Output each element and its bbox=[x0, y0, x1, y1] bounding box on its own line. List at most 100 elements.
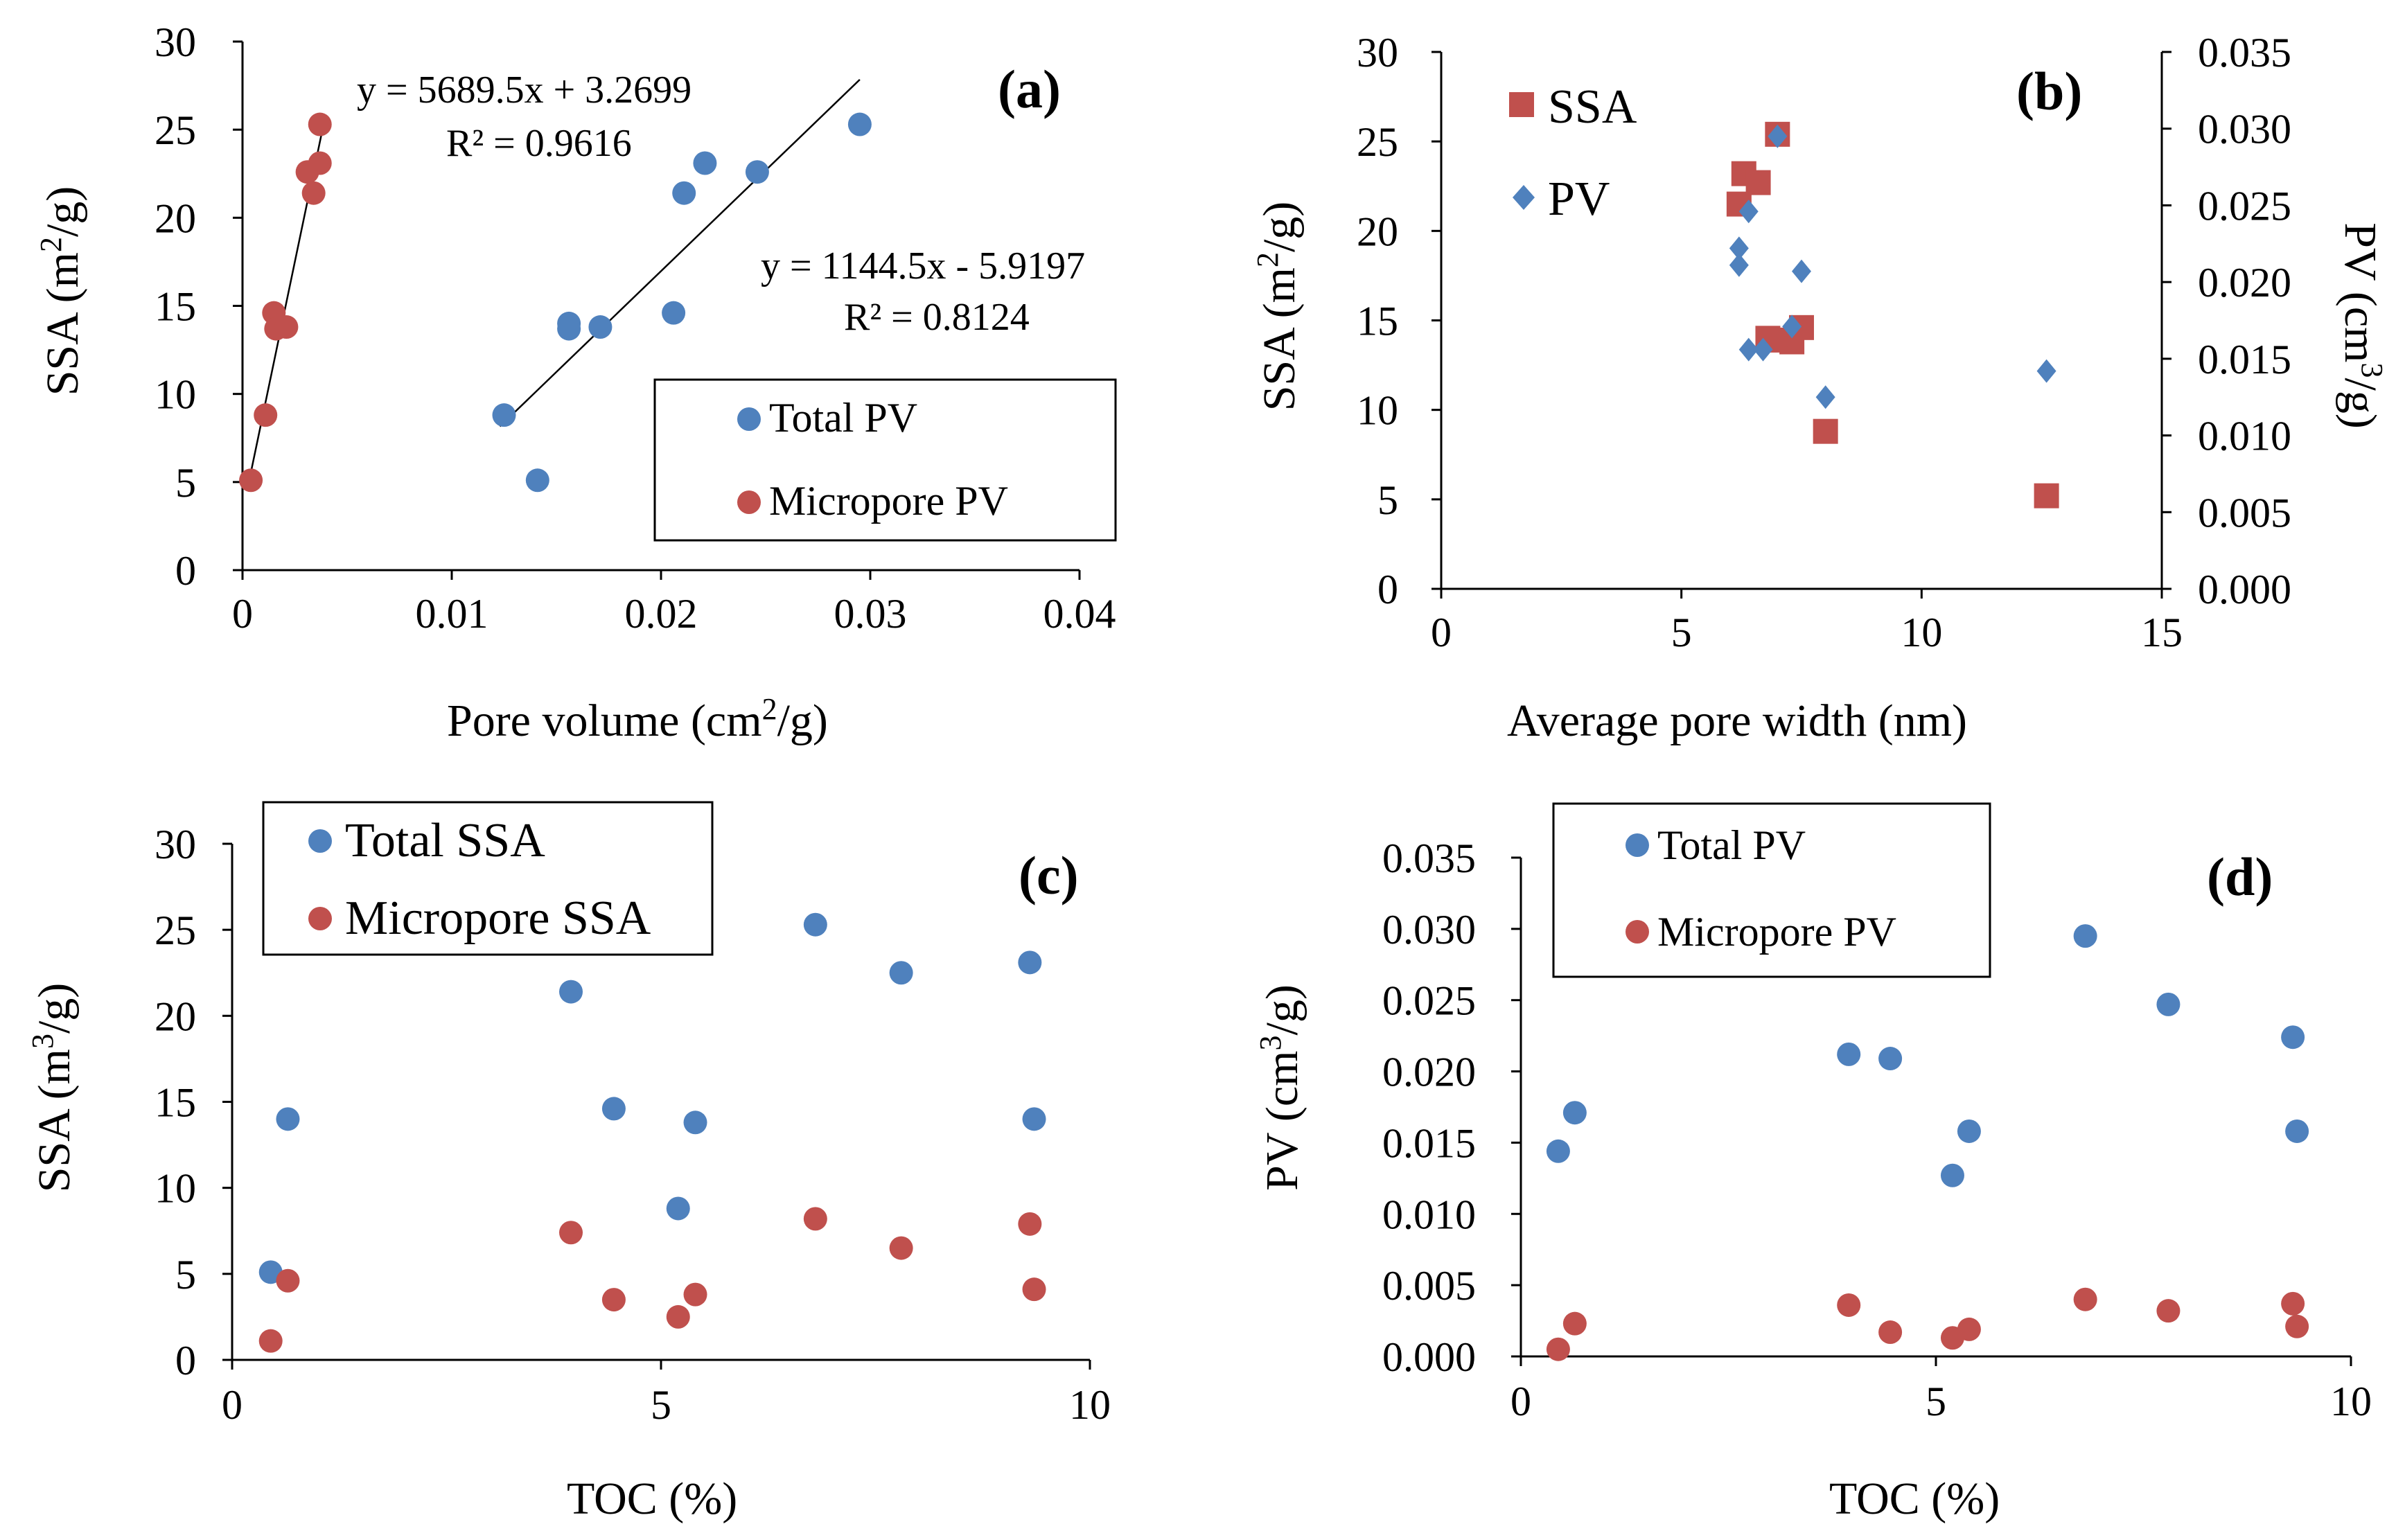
panel-b-y-axis-title-tail: /g) bbox=[1254, 202, 1305, 252]
panel-c-point-total-ssa bbox=[1018, 950, 1042, 975]
panel-c-point-micropore-ssa bbox=[1018, 1212, 1042, 1236]
panel-a-point-micropore-pv bbox=[308, 151, 332, 175]
panel-a-x-tick-label: 0 bbox=[232, 591, 253, 637]
panel-b: 0510152025300.0000.0050.0100.0150.0200.0… bbox=[1251, 30, 2389, 746]
panel-d-y-axis-title-main: PV (cm bbox=[1257, 1051, 1307, 1191]
panel-c-legend-marker-micropore-ssa bbox=[308, 907, 332, 930]
panel-d-legend-label-micropore-pv: Micropore PV bbox=[1657, 909, 1896, 955]
panel-b-y2-axis-title-tail: /g) bbox=[2335, 378, 2386, 428]
panel-c-point-total-ssa bbox=[1022, 1107, 1046, 1131]
panel-c-legend-label-micropore-ssa: Micropore SSA bbox=[345, 892, 651, 945]
panel-b-y2-tick-label: 0.000 bbox=[2198, 567, 2291, 612]
panel-a-y-tick-label: 10 bbox=[155, 372, 196, 418]
panel-c-point-micropore-ssa bbox=[601, 1288, 626, 1312]
panel-d-point-total-pv bbox=[2156, 992, 2181, 1016]
panel-d-point-total-pv bbox=[1546, 1139, 1570, 1163]
panel-b-y2-tick-label: 0.035 bbox=[2198, 30, 2291, 76]
panel-d: 0.000 0.005 0.010 0.015 0.020 0.025 0.030 0.035… bbox=[1253, 802, 2372, 1524]
panel-b-point-pv bbox=[1782, 315, 1802, 339]
panel-d-point-total-pv bbox=[2281, 1025, 2305, 1050]
panel-b-point-pv bbox=[1792, 259, 1811, 283]
panel-b-y-axis-title: SSA (m2/g) bbox=[1251, 202, 1305, 411]
panel-a-point-total-pv bbox=[662, 301, 686, 325]
panel-c-point-micropore-ssa bbox=[666, 1304, 690, 1329]
panel-b-x-tick-label: 0 bbox=[1431, 610, 1452, 655]
panel-b-x-axis-title: Average pore width (nm) bbox=[1507, 696, 1967, 746]
panel-a-x-tick-label: 0.04 bbox=[1043, 591, 1116, 637]
panel-c-y-tick-label: 5 bbox=[175, 1252, 196, 1298]
panel-b-y-axis-title-sup: 2 bbox=[1251, 252, 1285, 267]
panel-c-y-axis-title-sup: 3 bbox=[26, 1034, 60, 1049]
panel-b-y2-axis-title-main: PV (cm bbox=[2335, 222, 2386, 362]
panel-b-point-pv bbox=[1729, 236, 1749, 260]
panel-a-legend-marker-total-pv bbox=[737, 407, 761, 431]
panel-c-y-axis-title: SSA (m3/g) bbox=[26, 983, 80, 1193]
panel-a-y-tick-label: 25 bbox=[155, 107, 196, 153]
panel-d-point-micropore-pv bbox=[2285, 1314, 2309, 1338]
panel-a-point-total-pv bbox=[745, 160, 769, 184]
panel-c-point-total-ssa bbox=[889, 961, 913, 985]
panel-d-point-micropore-pv bbox=[2073, 1287, 2097, 1311]
panel-d-x-axis-title: TOC (%) bbox=[1829, 1473, 2000, 1524]
panel-a-point-total-pv bbox=[693, 151, 717, 175]
panel-c: 0 5 10 15 20 25 30 0 5 10 (c) Total SSA Micropore… bbox=[26, 801, 1111, 1524]
panel-a: 0 5 10 15 20 25 30 0 0.01 0.02 0.03 0.04 (a) y = 56… bbox=[34, 19, 1117, 746]
panel-a-point-total-pv bbox=[525, 468, 549, 493]
panel-d-point-total-pv bbox=[1957, 1119, 1981, 1143]
panel-a-point-total-pv bbox=[847, 112, 872, 136]
panel-a-point-total-pv bbox=[588, 315, 613, 339]
panel-d-y-tick-label: 0.020 bbox=[1382, 1050, 1476, 1095]
panel-b-point-pv bbox=[1768, 124, 1788, 148]
panel-c-point-total-ssa bbox=[276, 1107, 300, 1131]
panel-a-x-axis-title-tail: /g) bbox=[777, 696, 828, 746]
panel-a-plot: 0 5 10 15 20 25 30 0 0.01 0.02 0.03 0.04 bbox=[155, 19, 1116, 637]
panel-b-y-axis-title-main: SSA (m bbox=[1254, 267, 1305, 411]
panel-c-point-total-ssa bbox=[601, 1097, 626, 1121]
panel-a-point-total-pv bbox=[557, 317, 581, 341]
panel-c-y-axis-title-main: SSA (m bbox=[29, 1049, 80, 1192]
panel-d-point-micropore-pv bbox=[1878, 1320, 1903, 1345]
panel-b-y2-tick-label: 0.020 bbox=[2198, 260, 2291, 306]
panel-a-legend-box bbox=[653, 378, 1117, 542]
panel-b-plot: 0 5 10 15 20 25 30 0.000 0.005 0.010 0.015 0.020 0.0… bbox=[1357, 30, 2291, 655]
panel-b-point-pv bbox=[1729, 253, 1749, 277]
panel-d-x-tick-label: 10 bbox=[2330, 1379, 2372, 1424]
panel-d-point-total-pv bbox=[1562, 1101, 1587, 1125]
panel-d-y-tick-label: 0.035 bbox=[1382, 835, 1476, 881]
panel-d-legend-label-total-pv: Total PV bbox=[1657, 822, 1806, 868]
panel-c-point-micropore-ssa bbox=[683, 1282, 707, 1307]
panel-a-point-micropore-pv bbox=[274, 315, 299, 339]
panel-c-point-total-ssa bbox=[683, 1110, 707, 1135]
panel-b-point-pv bbox=[1753, 337, 1773, 362]
panel-a-x-tick-label: 0.03 bbox=[834, 591, 907, 637]
panel-a-x-tick-label: 0.02 bbox=[625, 591, 698, 637]
panel-b-point-ssa bbox=[1813, 418, 1838, 444]
panel-c-x-tick-label: 0 bbox=[222, 1382, 243, 1428]
panel-b-point-ssa bbox=[1745, 170, 1771, 195]
panel-b-y2-tick-label: 0.015 bbox=[2198, 337, 2291, 382]
panel-c-point-micropore-ssa bbox=[276, 1268, 300, 1293]
panel-c-point-micropore-ssa bbox=[258, 1329, 283, 1353]
panel-d-point-total-pv bbox=[2285, 1119, 2309, 1143]
panel-b-y-tick-label: 5 bbox=[1377, 477, 1398, 523]
panel-d-x-tick-label: 5 bbox=[1926, 1379, 1946, 1424]
panel-a-trendline-2-r2: R² = 0.8124 bbox=[844, 296, 1030, 339]
panel-a-y-tick-label: 30 bbox=[155, 19, 196, 65]
panel-a-y-axis-title-main: SSA (m bbox=[37, 252, 88, 396]
panel-c-point-micropore-ssa bbox=[559, 1221, 583, 1245]
panel-a-x-axis-title: Pore volume (cm2/g) bbox=[447, 692, 828, 746]
panel-a-point-total-pv bbox=[672, 181, 696, 205]
panel-c-x-axis-title: TOC (%) bbox=[567, 1473, 737, 1524]
panel-a-y-tick-label: 5 bbox=[175, 460, 196, 506]
panel-b-point-ssa bbox=[2034, 483, 2059, 508]
panel-a-y-tick-label: 0 bbox=[175, 548, 196, 594]
panel-a-x-tick-label: 0.01 bbox=[416, 591, 488, 637]
panel-a-legend-label-total-pv: Total PV bbox=[769, 395, 917, 441]
panel-d-y-tick-label: 0.010 bbox=[1382, 1192, 1476, 1237]
panel-d-y-axis-title-tail: /g) bbox=[1257, 984, 1307, 1035]
panel-c-point-total-ssa bbox=[803, 912, 827, 937]
panel-b-point-pv bbox=[1815, 385, 1835, 409]
panel-d-y-tick-label: 0.025 bbox=[1382, 978, 1476, 1024]
panel-b-y2-axis-title: PV (cm3/g) bbox=[2335, 222, 2389, 429]
panel-a-y-tick-label: 20 bbox=[155, 195, 196, 241]
